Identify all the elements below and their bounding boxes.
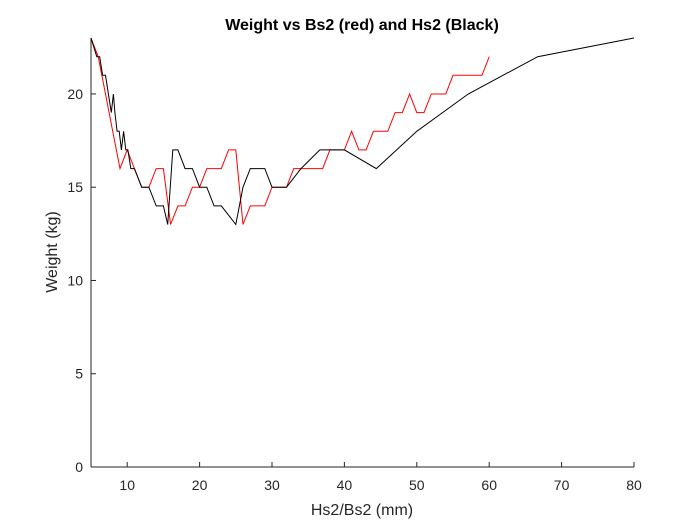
x-tick-label: 40 bbox=[337, 477, 353, 493]
x-tick-label: 60 bbox=[481, 477, 497, 493]
x-axis-label: Hs2/Bs2 (mm) bbox=[311, 502, 413, 519]
x-tick-label: 80 bbox=[626, 477, 642, 493]
x-tick-label: 50 bbox=[409, 477, 425, 493]
y-axis-label: Weight (kg) bbox=[44, 211, 61, 293]
x-tick-label: 70 bbox=[554, 477, 570, 493]
y-tick-label: 10 bbox=[67, 272, 83, 288]
y-tick-label: 20 bbox=[67, 86, 83, 102]
y-ticks: 0 5 10 15 20 bbox=[67, 86, 96, 475]
y-tick-label: 5 bbox=[75, 366, 83, 382]
x-tick-label: 20 bbox=[192, 477, 208, 493]
x-ticks: 10 20 30 40 50 60 70 80 bbox=[119, 462, 642, 493]
x-tick-label: 10 bbox=[119, 477, 135, 493]
y-tick-label: 15 bbox=[67, 179, 83, 195]
series-line-black bbox=[90, 37, 635, 226]
series-layer bbox=[90, 37, 635, 226]
y-tick-label: 0 bbox=[75, 459, 83, 475]
series-line-red bbox=[90, 37, 490, 225]
plot-area: 10 20 30 40 50 60 70 80 0 5 10 15 20 bbox=[67, 37, 642, 493]
chart-title: Weight vs Bs2 (red) and Hs2 (Black) bbox=[225, 17, 499, 34]
x-tick-label: 30 bbox=[264, 477, 280, 493]
